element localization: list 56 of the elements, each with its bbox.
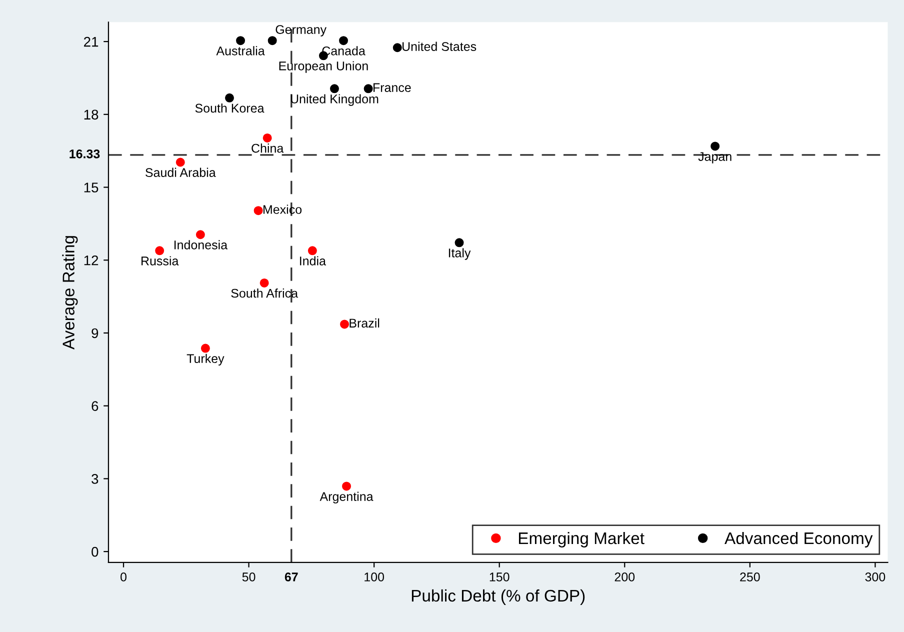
annotation: India bbox=[300, 256, 326, 266]
point bbox=[308, 246, 317, 256]
annotation: Italy bbox=[448, 248, 471, 260]
annotation: Indonesia bbox=[174, 240, 228, 250]
annotation: Japan bbox=[698, 152, 732, 164]
point bbox=[339, 36, 348, 46]
point bbox=[268, 36, 277, 46]
legend-label: Advanced Economy bbox=[724, 532, 873, 548]
point bbox=[710, 142, 720, 151]
point bbox=[200, 344, 210, 353]
point bbox=[340, 320, 350, 329]
x-tick-label: 200 bbox=[614, 572, 635, 582]
annotation: France bbox=[374, 83, 411, 92]
y-tick-label: 18 bbox=[84, 110, 98, 120]
y-tick-label: 6 bbox=[92, 401, 98, 412]
x-tick-label: 150 bbox=[490, 572, 510, 582]
point bbox=[155, 246, 164, 256]
y-tick-label: 9 bbox=[92, 328, 98, 338]
y-tick-label: 21 bbox=[84, 36, 98, 47]
annotation: South Korea bbox=[195, 103, 264, 113]
point bbox=[364, 84, 373, 94]
x-tick-label: 100 bbox=[364, 572, 384, 582]
point bbox=[342, 482, 352, 491]
x-tick-label: 250 bbox=[740, 572, 760, 582]
y-tick-label: 0 bbox=[92, 546, 98, 557]
point bbox=[236, 36, 246, 46]
point bbox=[454, 238, 464, 248]
point bbox=[196, 230, 205, 240]
point bbox=[262, 133, 272, 142]
point bbox=[176, 158, 185, 167]
y-tick-label: 15 bbox=[84, 182, 98, 192]
y-tick-label: 3 bbox=[92, 474, 98, 484]
x-tick-label: 300 bbox=[865, 572, 886, 582]
point bbox=[330, 84, 339, 94]
y-axis-title: Average Rating bbox=[62, 236, 78, 350]
y-tick-label: 12 bbox=[84, 255, 98, 266]
x-axis-title: Public Debt (% of GDP) bbox=[412, 589, 585, 605]
annotation: Australia bbox=[216, 46, 265, 56]
point bbox=[225, 93, 234, 102]
annotation: Brazil bbox=[350, 318, 380, 328]
annotation: Turkey bbox=[186, 354, 224, 366]
annotation: Germany bbox=[276, 25, 327, 36]
annotation: European Union bbox=[279, 61, 368, 73]
x-tick-label: 50 bbox=[242, 572, 256, 582]
x-tick-label: 0 bbox=[120, 572, 126, 582]
annotation: United States bbox=[402, 42, 476, 51]
point bbox=[260, 278, 269, 288]
ref-line-label: 16.33 bbox=[70, 149, 100, 158]
ref-line-label: 67 bbox=[284, 572, 298, 582]
annotation: Saudi Arabia bbox=[146, 168, 216, 177]
point bbox=[254, 206, 263, 216]
annotation: China bbox=[252, 144, 284, 153]
annotation: Argentina bbox=[320, 492, 374, 504]
point bbox=[392, 43, 402, 52]
annotation: Russia bbox=[142, 256, 179, 266]
legend-label: Emerging Market bbox=[518, 532, 644, 548]
